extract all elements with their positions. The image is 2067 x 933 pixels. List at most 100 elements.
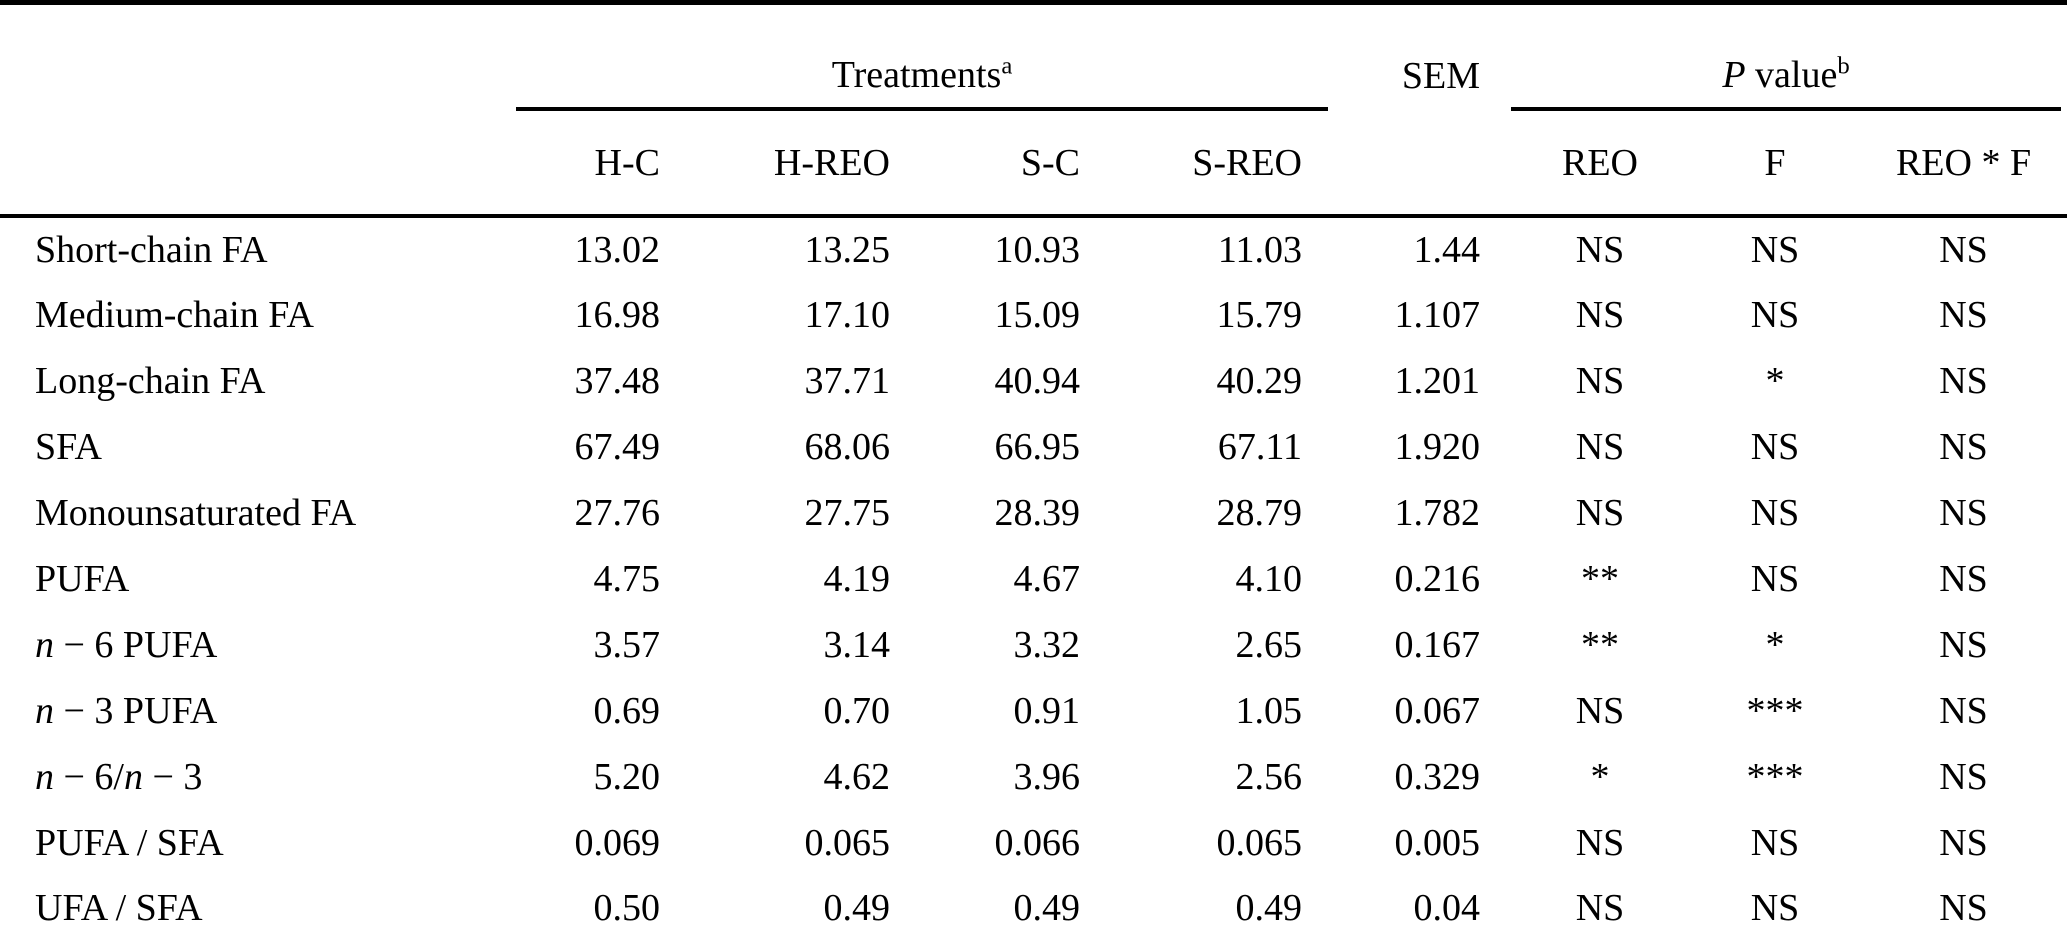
row-label: PUFA / SFA	[35, 822, 224, 864]
p-value-cell: NS	[1575, 426, 1625, 468]
value-cell: 2.65	[1235, 624, 1303, 666]
p-value-cell: NS	[1750, 822, 1800, 864]
table-row: Monounsaturated FA 27.76 27.75 28.39 28.…	[0, 480, 2067, 546]
value-cell: 0.70	[823, 690, 891, 732]
value-cell: 0.50	[593, 886, 661, 929]
row-label: UFA / SFA	[35, 886, 203, 929]
value-cell: 67.11	[1217, 426, 1302, 468]
row-label: Long-chain FA	[35, 360, 266, 402]
value-cell: 13.02	[574, 229, 661, 271]
sem-cell: 1.44	[1413, 229, 1481, 271]
table-row: UFA / SFA 0.50 0.49 0.49 0.49 0.04 NS NS…	[0, 876, 2067, 933]
p-value-cell: NS	[1939, 886, 1988, 929]
table-row: Long-chain FA 37.48 37.71 40.94 40.29 1.…	[0, 348, 2067, 414]
value-cell: 67.49	[574, 426, 661, 468]
p-value-cell: NS	[1750, 229, 1800, 271]
sem-cell: 0.216	[1394, 558, 1481, 600]
p-value-cell: NS	[1939, 360, 1988, 402]
col-header-reo-f: REO * F	[1860, 112, 2067, 218]
value-cell: 27.75	[804, 492, 891, 534]
value-cell: 11.03	[1217, 229, 1302, 271]
p-value-cell: NS	[1750, 294, 1800, 336]
value-cell: 16.98	[574, 294, 661, 336]
p-value-cell: NS	[1939, 294, 1988, 336]
value-cell: 0.065	[1216, 822, 1303, 864]
value-cell: 0.069	[574, 822, 661, 864]
value-cell: 0.49	[1235, 886, 1303, 929]
value-cell: 0.065	[804, 822, 891, 864]
p-value-cell: NS	[1575, 690, 1625, 732]
value-cell: 10.93	[994, 229, 1081, 271]
value-cell: 0.066	[994, 822, 1081, 864]
table-row: Medium-chain FA 16.98 17.10 15.09 15.79 …	[0, 282, 2067, 348]
table-row: n − 6/n − 3 5.20 4.62 3.96 2.56 0.329 * …	[0, 744, 2067, 810]
p-value-cell: NS	[1939, 229, 1988, 271]
sem-cell: 0.167	[1394, 624, 1481, 666]
value-cell: 37.71	[804, 360, 891, 402]
value-cell: 4.67	[1013, 558, 1081, 600]
value-cell: 40.94	[994, 360, 1081, 402]
p-value-cell: NS	[1750, 426, 1800, 468]
value-cell: 0.91	[1013, 690, 1081, 732]
value-cell: 3.57	[593, 624, 661, 666]
table-row: n − 6 PUFA 3.57 3.14 3.32 2.65 0.167 ** …	[0, 612, 2067, 678]
p-value-cell: NS	[1939, 558, 1988, 600]
col-header-f: F	[1690, 112, 1860, 218]
value-cell: 15.09	[994, 294, 1081, 336]
value-cell: 3.96	[1013, 756, 1081, 798]
value-cell: 28.79	[1216, 492, 1303, 534]
value-cell: 4.19	[823, 558, 891, 600]
p-value-cell: NS	[1939, 492, 1988, 534]
value-cell: 15.79	[1216, 294, 1303, 336]
p-value-cell: ***	[1746, 690, 1804, 732]
table-row: PUFA / SFA 0.069 0.065 0.066 0.065 0.005…	[0, 810, 2067, 876]
p-value-cell: NS	[1575, 229, 1625, 271]
table-row: PUFA 4.75 4.19 4.67 4.10 0.216 ** NS NS	[0, 546, 2067, 612]
spanner-header-row: Treatmentsa SEM P valueb	[0, 3, 2067, 113]
p-value-spanner-cell: P valueb	[1510, 3, 2067, 113]
value-cell: 40.29	[1216, 360, 1303, 402]
p-value-cell: NS	[1575, 822, 1625, 864]
row-label: Monounsaturated FA	[35, 492, 357, 534]
value-cell: 17.10	[804, 294, 891, 336]
value-cell: 2.56	[1235, 756, 1303, 798]
value-cell: 13.25	[804, 229, 891, 271]
sub-header-row: H-C H-REO S-C S-REO REO F REO * F	[0, 112, 2067, 218]
p-value-cell: **	[1581, 624, 1619, 666]
empty-label-header	[0, 112, 480, 218]
value-cell: 0.69	[593, 690, 661, 732]
p-value-cell: NS	[1939, 624, 1988, 666]
value-cell: 3.32	[1013, 624, 1081, 666]
p-value-cell: *	[1765, 360, 1785, 402]
value-cell: 28.39	[994, 492, 1081, 534]
treatments-group-header: Treatmentsa	[516, 53, 1328, 111]
col-header-h-c: H-C	[480, 112, 690, 218]
sem-cell: 1.107	[1394, 294, 1481, 336]
row-label: SFA	[35, 426, 102, 468]
sem-cell: 1.201	[1394, 360, 1481, 402]
value-cell: 37.48	[574, 360, 661, 402]
p-value-cell: NS	[1575, 886, 1625, 929]
p-value-cell: NS	[1939, 426, 1988, 468]
value-cell: 0.49	[823, 886, 891, 929]
table-row: SFA 67.49 68.06 66.95 67.11 1.920 NS NS …	[0, 414, 2067, 480]
col-header-reo: REO	[1510, 112, 1690, 218]
p-value-cell: NS	[1750, 886, 1800, 929]
sem-cell: 0.005	[1394, 822, 1481, 864]
row-label: Short-chain FA	[35, 229, 268, 271]
row-label: Medium-chain FA	[35, 294, 314, 336]
row-label: PUFA	[35, 558, 130, 600]
p-value-cell: NS	[1750, 492, 1800, 534]
col-header-s-reo: S-REO	[1110, 112, 1332, 218]
p-value-group-header: P valueb	[1511, 53, 2062, 111]
treatments-spanner-cell: Treatmentsa	[480, 3, 1332, 113]
sem-cell: 0.329	[1394, 756, 1481, 798]
p-value-cell: NS	[1939, 690, 1988, 732]
sem-cell: 1.782	[1394, 492, 1481, 534]
p-value-cell: NS	[1575, 360, 1625, 402]
p-value-cell: NS	[1750, 558, 1800, 600]
col-header-h-reo: H-REO	[690, 112, 920, 218]
table-row: n − 3 PUFA 0.69 0.70 0.91 1.05 0.067 NS …	[0, 678, 2067, 744]
